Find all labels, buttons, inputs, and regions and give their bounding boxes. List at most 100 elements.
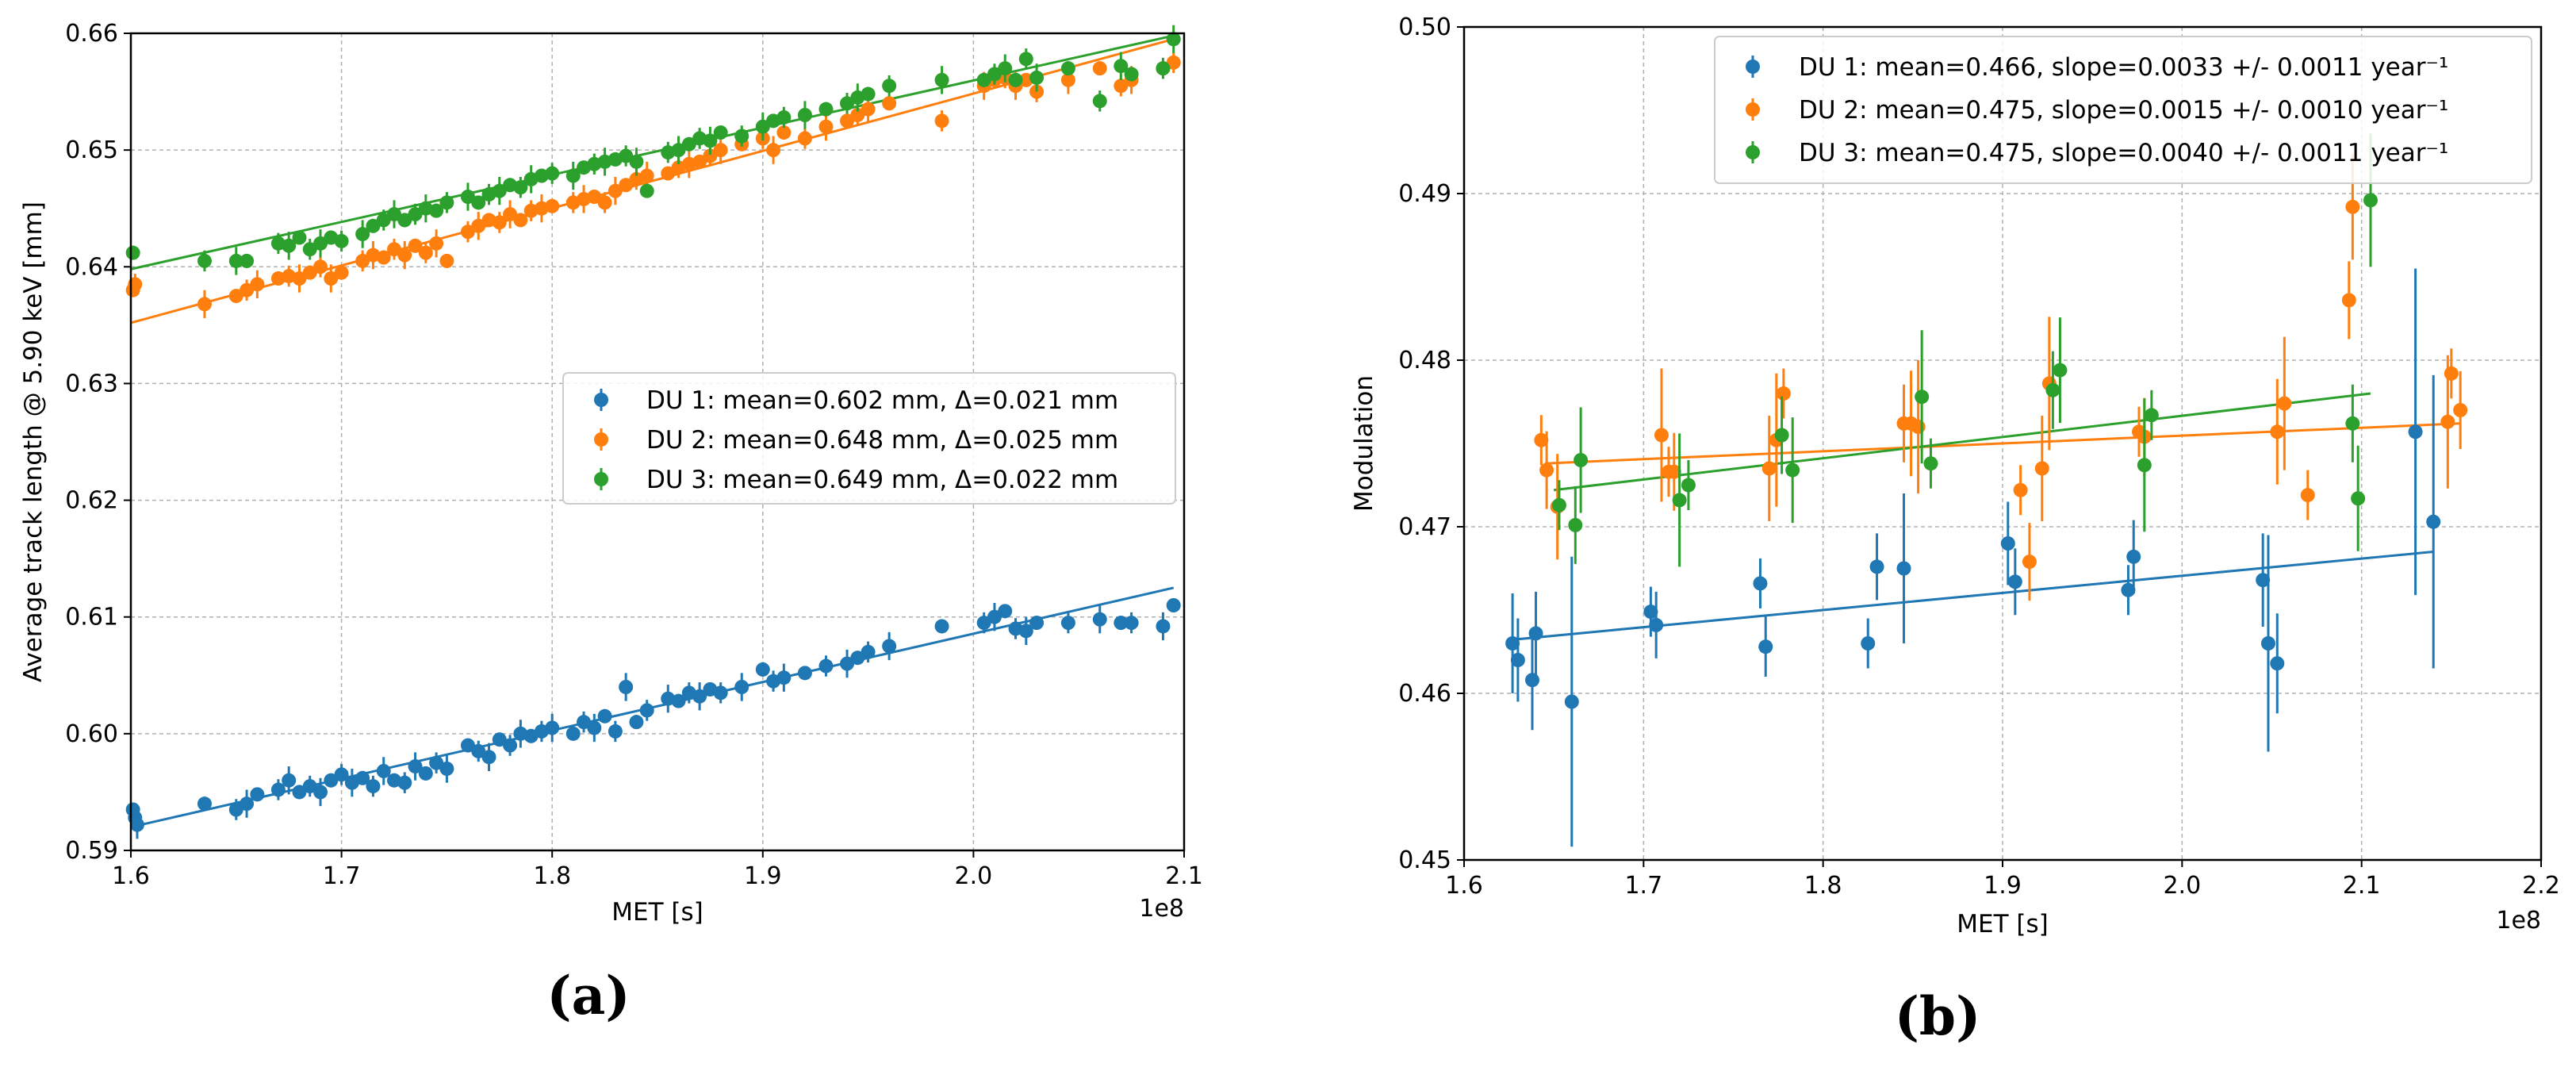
chart-a-point-du3 <box>734 129 749 144</box>
chart-a-point-du1 <box>429 755 444 770</box>
chart-a-x-offset: 1e8 <box>1139 895 1184 923</box>
chart-b-point-du2 <box>2300 488 2315 503</box>
chart-a-point-du3 <box>429 203 444 218</box>
chart-a-point-du2 <box>1166 55 1181 70</box>
chart-a-point-du3 <box>1166 32 1181 47</box>
chart-a-point-du1 <box>228 802 243 817</box>
chart-a-point-du1 <box>355 770 370 785</box>
chart-b-x-tick-label: 1.7 <box>1624 872 1662 900</box>
chart-a-point-du2 <box>587 190 602 204</box>
chart-a-ylabel: Average track length @ 5.90 keV [mm] <box>19 202 48 682</box>
chart-a-point-du3 <box>1156 61 1171 76</box>
chart-b-point-du3 <box>1574 453 1589 467</box>
chart-a-point-du2 <box>713 143 728 158</box>
chart-a-point-du2 <box>639 168 654 183</box>
chart-a-point-du1 <box>998 604 1013 619</box>
chart-a-point-du2 <box>292 271 307 286</box>
chart-a-point-du3 <box>313 236 328 251</box>
chart-a-legend-label-du2: DU 2: mean=0.648 mm, Δ=0.025 mm <box>646 426 1118 455</box>
panel-label-b: (b) <box>1895 985 1981 1047</box>
chart-a-point-du1 <box>492 732 507 747</box>
chart-a-point-du1 <box>671 693 686 708</box>
chart-b-y-ticks: 0.45 0.46 0.47 0.48 0.49 0.50 <box>1398 13 1464 874</box>
chart-b-point-du2 <box>1654 428 1669 443</box>
chart-b-point-du1 <box>2121 582 2136 597</box>
chart-a-point-du3 <box>639 183 654 198</box>
chart-b-point-du1 <box>1564 694 1579 709</box>
chart-a-x-tick-label: 1.9 <box>744 862 782 890</box>
chart-b-points <box>1505 133 2468 847</box>
chart-a-point-du2 <box>376 250 391 265</box>
chart-a-point-du1 <box>734 680 749 694</box>
chart-a-y-tick-label: 0.64 <box>65 253 118 281</box>
chart-a-point-du2 <box>324 271 339 286</box>
chart-a-point-du2 <box>429 236 444 251</box>
chart-b-point-du3 <box>2144 408 2159 423</box>
chart-b-point-du3 <box>1774 428 1789 443</box>
chart-a-point-du3 <box>197 253 212 268</box>
chart-a-point-du1 <box>1124 616 1139 631</box>
chart-a-point-du1 <box>882 639 897 654</box>
chart-b-fit-line-du3 <box>1553 392 2371 492</box>
chart-a-point-du1 <box>439 762 454 776</box>
chart-a-legend-label-du1: DU 1: mean=0.602 mm, Δ=0.021 mm <box>646 386 1118 415</box>
chart-a-point-du2 <box>818 119 834 134</box>
chart-a-point-du2 <box>692 154 707 169</box>
chart-a-y-tick-label: 0.62 <box>65 487 118 515</box>
chart-b-ylabel: Modulation <box>1350 375 1378 512</box>
chart-b-point-du2 <box>2034 461 2049 476</box>
chart-b-point-du3 <box>1672 493 1687 508</box>
chart-a-x-tick-label: 1.6 <box>112 862 150 890</box>
chart-b-point-du2 <box>2440 414 2455 429</box>
chart-b-point-du2 <box>1776 386 1791 401</box>
chart-a-point-du1 <box>840 656 855 671</box>
chart-b-point-du3 <box>1568 517 1583 532</box>
chart-a-point-du3 <box>797 108 812 122</box>
chart-a-point-du3 <box>1008 72 1023 87</box>
chart-a-point-du1 <box>471 743 486 758</box>
chart-a-point-du3 <box>629 154 644 169</box>
chart-a-point-du2 <box>313 259 328 274</box>
chart-a-y-tick-label: 0.63 <box>65 370 118 397</box>
chart-a-point-du3 <box>513 180 528 195</box>
chart-b-point-du2 <box>1539 462 1554 478</box>
chart-a-point-du2 <box>850 108 865 122</box>
chart-a-point-du1 <box>755 662 770 677</box>
chart-a-point-du1 <box>1092 612 1107 627</box>
chart-b-point-du1 <box>2000 536 2015 551</box>
chart-a-point-du1 <box>1029 616 1045 631</box>
chart-a-x-tick-label: 1.8 <box>533 862 571 890</box>
chart-a-point-du1 <box>376 763 391 778</box>
chart-a-point-du1 <box>324 773 339 788</box>
chart-b-point-du1 <box>2007 574 2022 589</box>
chart-a-point-du3 <box>125 245 140 260</box>
chart-b-legend-marker-du1 <box>1746 56 1760 78</box>
chart-b-point-du3 <box>1785 462 1800 478</box>
chart-b-point-du2 <box>1761 461 1777 476</box>
chart-b-x-tick-label: 1.8 <box>1804 872 1842 900</box>
chart-a-axes-frame <box>129 32 1186 852</box>
chart-a-point-du1 <box>129 817 144 832</box>
chart-a-point-du1 <box>1060 616 1075 631</box>
chart-a-x-tick-label: 2.0 <box>955 862 993 890</box>
chart-a-point-du2 <box>355 253 370 268</box>
chart-a-point-du2 <box>418 245 433 260</box>
chart-a-point-du2 <box>1092 61 1107 76</box>
chart-b-xlabel: MET [s] <box>1957 910 2048 938</box>
chart-b-point-du1 <box>2260 636 2275 651</box>
chart-b-x-tick-label: 1.9 <box>1984 872 2022 900</box>
chart-a-x-tick-label: 2.1 <box>1165 862 1203 890</box>
chart-b-point-du1 <box>1510 653 1525 667</box>
chart-a-point-du1 <box>240 796 255 812</box>
chart-b-x-ticks: 1.6 1.7 1.8 1.9 2.0 2.1 2.2 <box>1445 860 2560 900</box>
chart-b-point-du1 <box>1753 576 1768 591</box>
chart-a-point-du1 <box>619 680 634 694</box>
chart-a-point-du1 <box>1114 616 1129 631</box>
chart-a-point-du3 <box>397 213 412 228</box>
chart-a-point-du2 <box>661 166 676 181</box>
chart-b-fit-line-du2 <box>1544 422 2461 465</box>
chart-a-point-du3 <box>976 72 991 87</box>
chart-a-y-tick-label: 0.61 <box>65 604 118 631</box>
chart-a-point-du2 <box>861 102 876 117</box>
chart-a-points <box>125 25 1181 839</box>
